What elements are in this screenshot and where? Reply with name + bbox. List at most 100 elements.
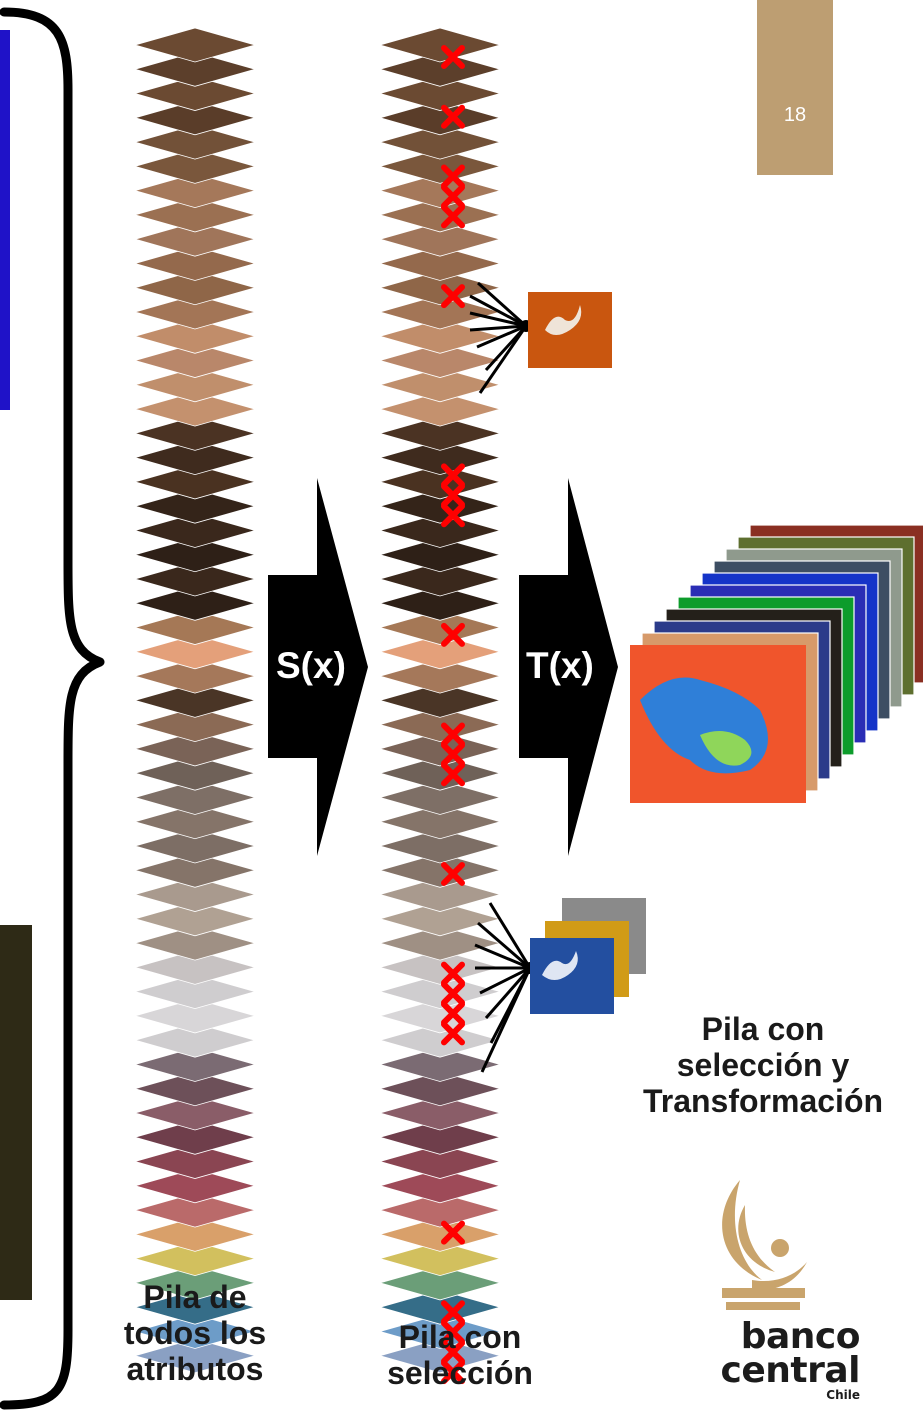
- stack-all-layer: [133, 343, 257, 378]
- selection-x-marker: [441, 45, 465, 69]
- selection-x-marker: [441, 1320, 465, 1345]
- stack-all-layer: [133, 804, 257, 840]
- stack-sel-layer: [378, 901, 502, 937]
- stack-sel-layer: [378, 1241, 502, 1277]
- selection-x-marker: [441, 742, 465, 767]
- extraction-fan-top: [469, 281, 528, 394]
- stack-sel-layer: [378, 197, 502, 233]
- logo-line-central: central: [720, 1350, 861, 1392]
- stack-all-layer: [133, 1216, 257, 1252]
- stack-sel-layer: [378, 246, 502, 281]
- stack-all-layer: [133, 1071, 257, 1107]
- logo-line-banco: banco: [740, 1316, 861, 1357]
- stack-all-layer: [133, 1241, 257, 1277]
- stack-all-layer: [133, 76, 257, 111]
- selection-x-marker: [441, 1021, 465, 1046]
- stack-sel-layer: [378, 658, 502, 694]
- stack-all-layer: [133, 391, 257, 427]
- stack-all-layer: [133, 464, 257, 500]
- stack-sel-layer: [378, 1314, 502, 1349]
- stack-all-layer: [133, 294, 257, 330]
- stack-sel-layer: [378, 1119, 502, 1155]
- stack-transform-caption-line1: Pila con: [701, 1011, 825, 1047]
- stack-with-selection: [378, 27, 502, 1374]
- stack-sel-layer: [378, 755, 502, 791]
- stack-sel-layer: [378, 780, 502, 815]
- selection-x-marker: [441, 622, 465, 647]
- stack-all-caption: Pila de todos los atributos: [100, 1279, 290, 1387]
- extracted-band-blue: [530, 938, 614, 1014]
- stack-all-layer: [133, 173, 257, 209]
- selection-x-marker: [441, 1001, 465, 1026]
- stack-sel-layer: [378, 513, 502, 548]
- stack-all-layer: [133, 852, 257, 888]
- stack-all-layer: [133, 1192, 257, 1228]
- extracted-band-top-shape: [545, 305, 582, 335]
- stack-sel-layer: [378, 294, 502, 330]
- stack-all-caption-line3: atributos: [126, 1350, 264, 1387]
- stack-all-layer: [133, 1095, 257, 1131]
- stack-all-layer: [133, 682, 257, 718]
- stack-all-layer: [133, 1119, 257, 1155]
- stack-all-layer: [133, 901, 257, 937]
- stack-selection-caption-line1: Pila con: [398, 1319, 522, 1355]
- stack-sel-layer: [378, 100, 502, 136]
- stack-all-layer: [133, 755, 257, 791]
- stack-all-layer: [133, 634, 257, 670]
- stack-sel-layer: [378, 488, 502, 524]
- stack-all-caption-line1: Pila de: [143, 1279, 247, 1315]
- selection-x-marker: [441, 503, 465, 528]
- stack-all-layer: [133, 1022, 257, 1058]
- stack-sel-layer: [378, 949, 502, 985]
- satellite-image-top: [0, 30, 10, 410]
- stack-transform-caption-line3: Transformación: [642, 1082, 884, 1119]
- stack-sel-layer: [378, 610, 502, 645]
- stack-sel-layer: [378, 561, 502, 597]
- selection-x-marker: [441, 722, 465, 747]
- stack-sel-layer: [378, 731, 502, 767]
- selection-x-marker: [441, 1340, 465, 1365]
- stack-all-layer: [133, 998, 257, 1034]
- stack-all-layer: [133, 124, 257, 160]
- stack-sel-layer: [378, 1265, 502, 1301]
- stack-all-layer: [133, 925, 257, 961]
- stack-sel-layer: [378, 1022, 502, 1058]
- stack-sel-layer: [378, 124, 502, 160]
- stack-all-layer: [133, 707, 257, 743]
- selection-x-marker: [441, 204, 465, 229]
- stack-all-layer: [133, 1314, 257, 1349]
- page-number-badge: 18: [757, 0, 833, 175]
- stack-sel-layer: [378, 682, 502, 718]
- stack-sel-layer: [378, 1047, 502, 1082]
- selection-x-marker: [441, 164, 465, 189]
- stack-sel-layer: [378, 998, 502, 1034]
- stack-sel-layer: [378, 1095, 502, 1131]
- bank-logo-emblem: [722, 1180, 807, 1310]
- stack-sel-layer: [378, 51, 502, 87]
- stack-all-layer: [133, 51, 257, 87]
- stack-all-layer: [133, 1289, 257, 1325]
- transformed-stack: [630, 524, 923, 803]
- stack-sel-layer: [378, 974, 502, 1010]
- stack-all-layer: [133, 585, 257, 621]
- selection-x-marker: [441, 981, 465, 1006]
- selection-x-marker: [441, 104, 465, 129]
- stack-sel-layer: [378, 634, 502, 670]
- stack-transform-caption: Pila con selección y Transformación: [618, 1011, 908, 1119]
- stack-all-layer: [133, 974, 257, 1010]
- stack-all-layer: [133, 318, 257, 354]
- stack-all-layer: [133, 731, 257, 767]
- stack-all-layer: [133, 367, 257, 403]
- stack-sel-layer: [378, 391, 502, 427]
- stack-all-layer: [133, 1047, 257, 1082]
- stack-all-layer: [133, 415, 257, 451]
- stack-sel-layer: [378, 537, 502, 573]
- extraction-fan-bottom: [474, 902, 532, 1073]
- stack-sel-layer: [378, 1168, 502, 1204]
- selection-x-marker: [441, 284, 465, 309]
- page-number: 18: [783, 104, 807, 126]
- stack-sel-layer: [378, 440, 502, 476]
- stack-sel-layer: [378, 148, 502, 184]
- stack-all-layer: [133, 148, 257, 184]
